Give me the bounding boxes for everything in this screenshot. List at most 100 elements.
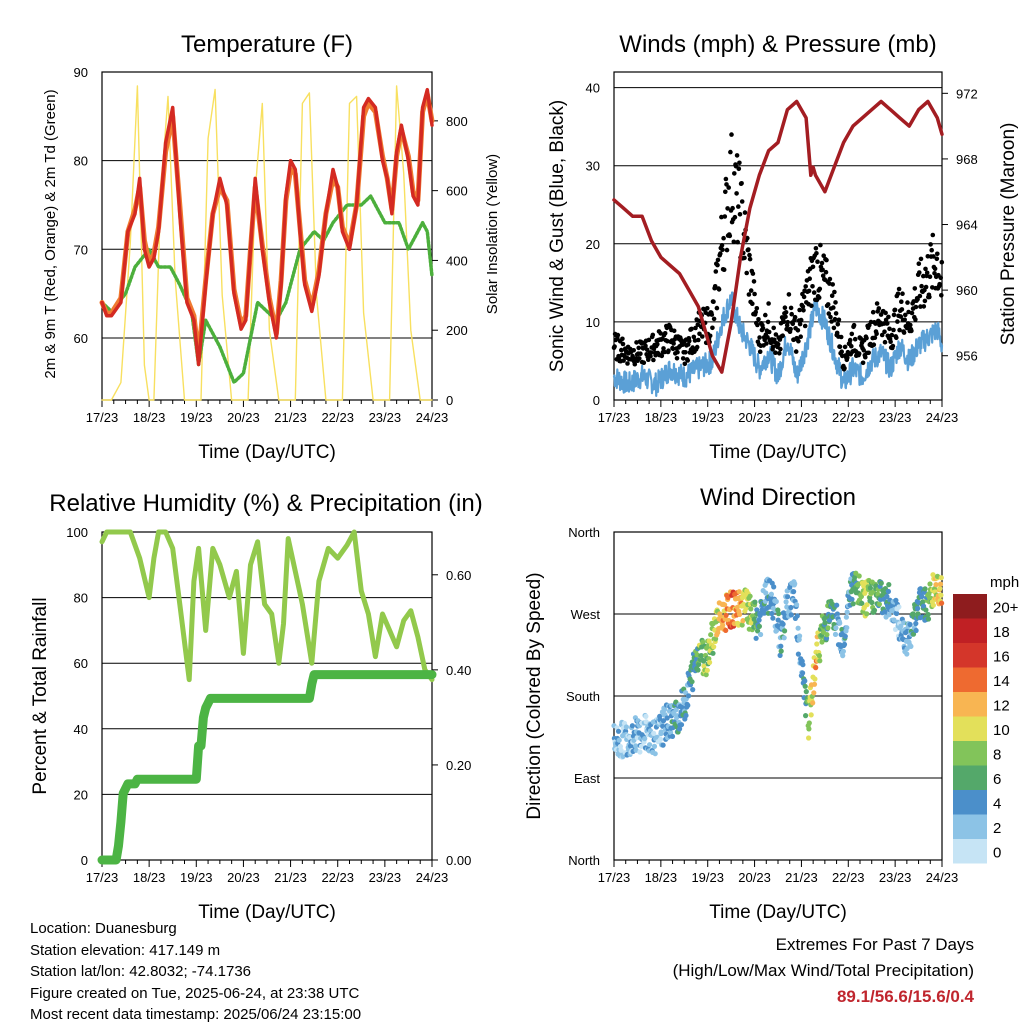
direction-point [660,718,667,724]
gust-point [747,256,753,262]
direction-point [844,609,850,615]
direction-point [904,646,910,652]
gust-point [746,292,752,297]
gust-point [726,185,731,190]
gust-point [730,205,735,211]
plot-frame [101,531,433,861]
direction-point [698,653,704,659]
extremes-heading: Extremes For Past 7 Days [775,935,974,954]
gust-point [643,343,648,349]
gust-point [780,333,785,339]
direction-point [913,620,919,627]
gust-point [916,261,922,267]
x-tick-label: 21/23 [785,410,818,425]
x-tick-label: 24/23 [926,410,959,425]
legend-swatch [953,692,987,717]
pressure-line [612,99,944,374]
gust-point [861,348,866,353]
direction-point [783,599,789,605]
gust-point [798,334,803,340]
gust-point [891,312,897,318]
direction-point [802,678,808,684]
gust-point [665,338,670,344]
gust-point [789,311,794,317]
gust-point [896,286,902,292]
y2-tick-label: 0.40 [446,663,471,678]
gust-point [790,321,796,327]
direction-point [898,623,904,629]
direction-point [885,588,892,595]
direction-point [752,599,758,605]
direction-point [678,722,685,728]
direction-point [892,626,899,633]
direction-point [696,661,702,668]
gust-point [817,286,823,292]
gust-point [739,199,745,204]
gust-point [631,348,636,353]
gust-point [636,345,641,351]
x-tick-label: 19/23 [691,410,724,425]
direction-point [651,730,657,737]
gust-point [713,269,719,274]
y2-tick-label: 964 [956,218,978,233]
gust-point [783,310,789,315]
direction-point [664,715,670,721]
direction-point [813,665,819,671]
direction-point [647,742,653,748]
direction-point [913,627,919,634]
direction-point [908,643,914,650]
x-tick-label: 19/23 [691,870,724,885]
legend-swatch [953,643,987,668]
gust-point [883,310,888,316]
gust-point [807,276,812,282]
gust-point [615,332,621,338]
figure-created: Figure created on Tue, 2025-06-24, at 23… [30,984,360,1002]
x-tick-label: 24/23 [416,870,449,885]
legend-swatch [953,839,987,864]
direction-point [756,623,763,630]
gust-point [695,322,701,328]
direction-point [773,598,779,605]
gust-point [788,305,794,311]
direction-xlabel: Time (Day/UTC) [709,902,847,923]
gust-point [675,349,680,355]
gust-point [888,339,893,345]
gust-point [917,270,922,275]
legend-label: 0 [993,844,1001,861]
x-tick-label: 20/23 [227,870,260,885]
direction-point [700,639,706,645]
gust-point [644,347,650,353]
gust-point [895,319,900,324]
station-info: Location: Duanesburg Station elevation: … [30,918,361,1026]
gust-point [721,267,727,273]
gust-point [885,321,890,326]
temperature-ylabel-right: Solar Insolation (Yellow) [484,154,501,314]
gust-point [839,349,844,355]
y-tick-label: 20 [586,237,600,252]
gust-point [801,308,806,313]
humidity-ylabel-left: Percent & Total Rainfall [30,597,51,794]
direction-point [771,584,777,590]
direction-point [802,683,808,689]
gust-point [923,266,928,272]
x-tick-label: 24/23 [926,870,959,885]
gust-point [872,335,878,341]
direction-point [938,575,944,581]
gust-point [831,325,837,331]
legend-label: 4 [993,795,1001,812]
gust-point [842,365,847,371]
direction-point [800,670,806,676]
direction-point [896,604,902,610]
direction-points [611,570,945,760]
legend-swatch [953,814,987,839]
direction-point [806,720,812,726]
gust-point [919,283,924,289]
gust-point [742,255,747,261]
speed-color-legend: 20+ 18 16 14 12 10 8 6 4 2 0 [953,594,1019,864]
gust-point [823,269,829,275]
x-tick-label: 18/23 [645,870,678,885]
gust-point [816,295,822,300]
gust-point [707,333,713,339]
gust-point [930,232,936,238]
gust-point [754,306,760,311]
